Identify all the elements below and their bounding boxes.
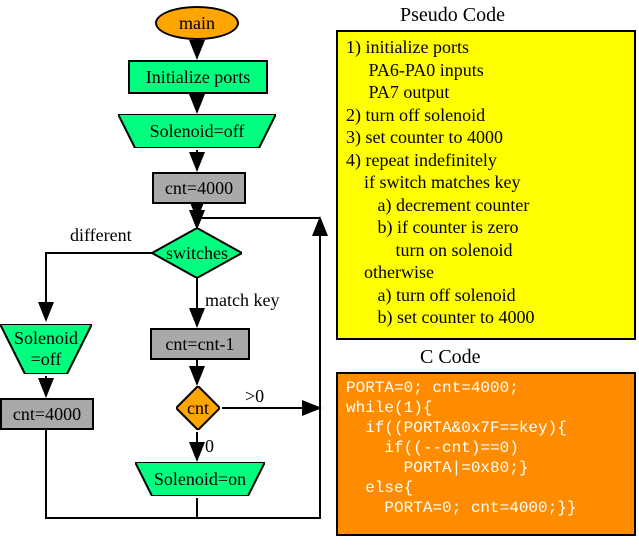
node-cnt-4000-1: cnt=4000: [152, 172, 246, 204]
code-line: if((--cnt)==0): [346, 438, 626, 458]
edge-label-match-key: match key: [205, 290, 279, 311]
pseudo-line: 1) initialize ports: [346, 36, 626, 59]
node-init-label: Initialize ports: [146, 67, 250, 88]
pseudo-code-title: Pseudo Code: [400, 4, 505, 27]
node-solon-label: Solenoid=on: [154, 469, 246, 490]
node-cnt-decision: cnt: [176, 386, 220, 430]
c-code-title: C Code: [420, 346, 481, 369]
node-solenoid-on: Solenoid=on: [135, 462, 265, 496]
node-solenoid-off-1: Solenoid=off: [118, 114, 276, 148]
c-code-panel: PORTA=0; cnt=4000;while(1){ if((PORTA&0x…: [336, 372, 636, 536]
code-line: PORTA|=0x80;}: [346, 458, 626, 478]
pseudo-line: 2) turn off solenoid: [346, 104, 626, 127]
pseudo-code-panel: 1) initialize ports PA6-PA0 inputs PA7 o…: [336, 30, 636, 340]
node-cnt-4000-2: cnt=4000: [0, 398, 94, 430]
code-line: PORTA=0; cnt=4000;: [346, 378, 626, 398]
pseudo-line: PA7 output: [346, 81, 626, 104]
code-line: PORTA=0; cnt=4000;}}: [346, 498, 626, 518]
node-cntdec-label: cnt=cnt-1: [165, 334, 234, 355]
edge-label-gt0: >0: [245, 386, 264, 407]
pseudo-line: if switch matches key: [346, 171, 626, 194]
pseudo-line: a) decrement counter: [346, 194, 626, 217]
pseudo-line: a) turn off solenoid: [346, 284, 626, 307]
pseudo-line: b) set counter to 4000: [346, 306, 626, 329]
pseudo-line: turn on solenoid: [346, 239, 626, 262]
node-cnt4000-1-label: cnt=4000: [165, 178, 233, 199]
pseudo-line: b) if counter is zero: [346, 216, 626, 239]
node-soloff1-label: Solenoid=off: [150, 121, 245, 142]
edge-label-zero: 0: [205, 436, 214, 457]
node-cnttest-label: cnt: [187, 398, 209, 419]
node-switches-decision: switches: [152, 228, 242, 278]
code-line: else{: [346, 478, 626, 498]
node-solenoid-off-2: Solenoid =off: [0, 324, 92, 374]
code-line: while(1){: [346, 398, 626, 418]
edge-label-different: different: [70, 225, 132, 246]
node-initialize-ports: Initialize ports: [128, 60, 268, 94]
node-cnt4000-2-label: cnt=4000: [13, 404, 81, 425]
node-main: main: [155, 6, 239, 40]
node-cnt-decrement: cnt=cnt-1: [150, 328, 250, 360]
pseudo-line: 4) repeat indefinitely: [346, 149, 626, 172]
pseudo-line: PA6-PA0 inputs: [346, 59, 626, 82]
node-soloff2-label: Solenoid =off: [14, 328, 78, 370]
node-main-label: main: [179, 13, 215, 34]
code-line: if((PORTA&0x7F==key){: [346, 418, 626, 438]
pseudo-line: otherwise: [346, 261, 626, 284]
pseudo-line: 3) set counter to 4000: [346, 126, 626, 149]
diagram-root: main Initialize ports Solenoid=off cnt=4…: [0, 0, 639, 550]
node-switches-label: switches: [166, 243, 228, 264]
